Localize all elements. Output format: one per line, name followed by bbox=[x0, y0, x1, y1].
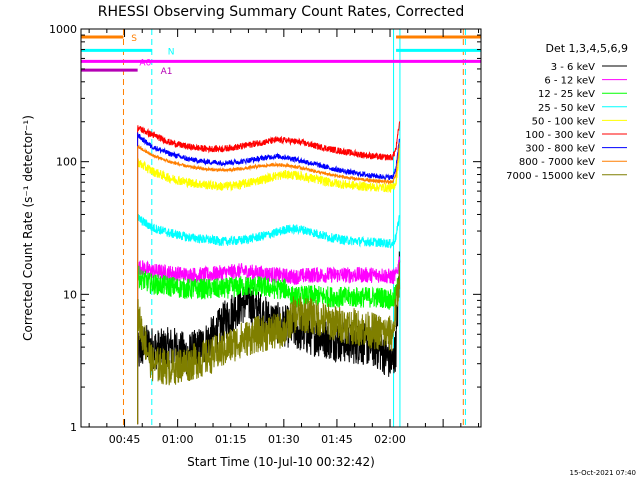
plot-frame bbox=[80, 28, 482, 428]
legend-entry-label: 6 - 12 keV bbox=[544, 76, 595, 87]
series-line bbox=[137, 256, 401, 425]
legend-entry-label: 50 - 100 keV bbox=[532, 116, 596, 127]
series-line bbox=[137, 132, 401, 425]
legend-entry-label: 100 - 300 keV bbox=[525, 130, 595, 141]
x-tick-label: 00:45 bbox=[109, 433, 141, 446]
y-tick-label: 1 bbox=[70, 421, 77, 434]
x-tick-label: 01:00 bbox=[162, 433, 194, 446]
flag-label: S bbox=[131, 34, 137, 44]
flag-label: A0 bbox=[139, 58, 151, 68]
series-line bbox=[137, 214, 401, 425]
legend-header: Det 1,3,4,5,6,9 bbox=[545, 42, 628, 55]
x-tick-label: 02:00 bbox=[374, 433, 406, 446]
series-line bbox=[137, 148, 401, 425]
y-tick-label: 100 bbox=[56, 156, 77, 169]
y-axis-label: Corrected Count Rate (s⁻¹ detector⁻¹) bbox=[21, 115, 35, 341]
series-line bbox=[137, 262, 401, 425]
chart-title: RHESSI Observing Summary Count Rates, Co… bbox=[98, 4, 464, 20]
legend-entry-label: 800 - 7000 keV bbox=[519, 157, 595, 168]
legend-entry-label: 12 - 25 keV bbox=[538, 89, 595, 100]
series-line bbox=[137, 121, 401, 425]
series-line bbox=[137, 265, 401, 425]
x-tick-label: 01:45 bbox=[321, 433, 353, 446]
legend-entry-label: 300 - 800 keV bbox=[525, 144, 595, 155]
y-tick-label: 10 bbox=[63, 288, 77, 301]
series-line bbox=[137, 142, 400, 425]
flag-label: A1 bbox=[161, 67, 173, 77]
legend-entry-label: 25 - 50 keV bbox=[538, 103, 595, 114]
x-tick-label: 01:15 bbox=[215, 433, 247, 446]
x-tick-label: 01:30 bbox=[268, 433, 300, 446]
legend-entry-label: 3 - 6 keV bbox=[551, 62, 595, 73]
x-axis-label: Start Time (10-Jul-10 00:32:42) bbox=[187, 455, 375, 469]
flag-label: N bbox=[168, 47, 175, 57]
legend-entry-label: 7000 - 15000 keV bbox=[506, 171, 595, 182]
footer-timestamp: 15-Oct-2021 07:40 bbox=[570, 469, 636, 477]
y-tick-label: 1000 bbox=[49, 23, 77, 36]
